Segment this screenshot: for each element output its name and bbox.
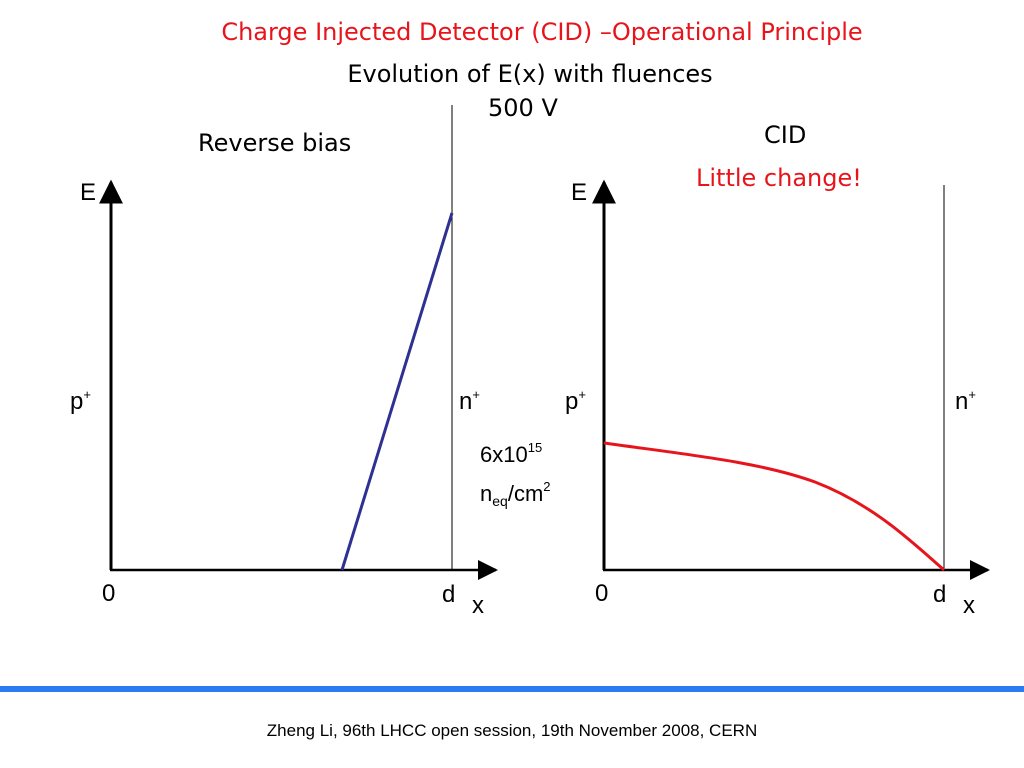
- left-x-axis-label: x: [472, 592, 484, 619]
- right-e-axis-label: E: [571, 179, 588, 206]
- left-origin-label: 0: [102, 580, 116, 607]
- reverse-bias-heading: Reverse bias: [198, 129, 352, 157]
- right-x-axis-label: x: [963, 592, 975, 619]
- right-n-plus-label: n+: [955, 387, 976, 415]
- slide-subtitle: Evolution of E(x) with fluences: [347, 60, 713, 88]
- little-change-note: Little change!: [696, 164, 862, 192]
- cid-heading: CID: [764, 121, 807, 149]
- bias-voltage-label: 500 V: [488, 94, 558, 122]
- left-n-plus-label: n+: [459, 387, 480, 415]
- left-p-plus-label: p+: [70, 387, 91, 415]
- right-d-label: d: [933, 581, 947, 608]
- slide-title: Charge Injected Detector (CID) –Operatio…: [221, 18, 863, 46]
- reverse-bias-field-line: [340, 212, 454, 571]
- footer-divider: [0, 686, 1024, 692]
- footer-credit: Zheng Li, 96th LHCC open session, 19th N…: [266, 721, 758, 740]
- left-e-axis-label: E: [80, 179, 97, 206]
- right-p-plus-label: p+: [565, 387, 586, 415]
- right-origin-label: 0: [595, 580, 609, 607]
- cid-field-curve: [603, 441, 945, 572]
- fluence-label: 6x1015 neq/cm2: [480, 440, 551, 509]
- left-d-label: d: [442, 581, 456, 608]
